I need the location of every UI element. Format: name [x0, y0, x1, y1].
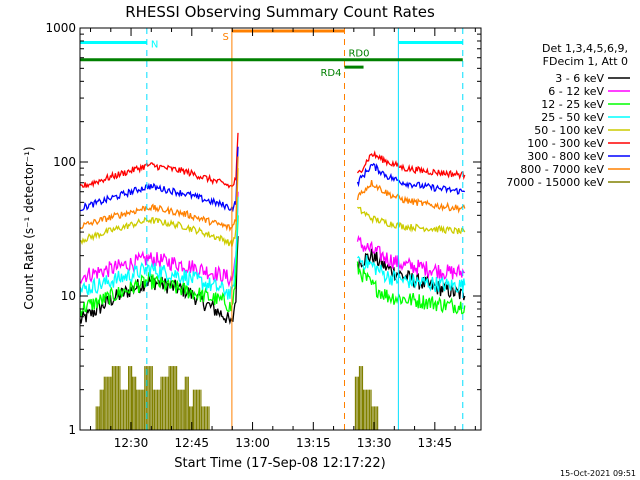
series-6-12-kev: [79, 191, 465, 288]
y-tick-label: 100: [53, 155, 76, 169]
x-tick-label: 13:45: [418, 436, 453, 450]
series-line-segment-1: [80, 168, 239, 247]
x-tick-label: 13:00: [235, 436, 270, 450]
series-7000-15000-kev: [95, 366, 379, 430]
legend-label-6-12-kev: 6 - 12 keV: [548, 85, 604, 98]
footer-timestamp: 15-Oct-2021 09:51: [560, 469, 636, 478]
series-800-7000-kev: [79, 156, 466, 232]
annotation-label-rd0: RD0: [348, 49, 369, 60]
legend-label-12-25-kev: 12 - 25 keV: [541, 98, 604, 111]
plot-area: [79, 132, 466, 430]
series-line-segment-1: [79, 156, 239, 232]
series-line-segment-2: [357, 255, 466, 293]
x-tick-label: 13:15: [296, 436, 331, 450]
x-tick-label: 12:30: [114, 436, 149, 450]
series-line-segment-1: [79, 132, 239, 189]
annotation-label-n: N: [151, 39, 158, 50]
legend-label-300-800-kev: 300 - 800 keV: [527, 150, 604, 163]
legend-label-3-6-kev: 3 - 6 keV: [555, 72, 604, 85]
annotation-layer: N S RD0 RD4: [79, 28, 464, 430]
y-tick-label: 10: [61, 289, 76, 303]
series-line-segment-2: [356, 261, 466, 315]
legend-label-7000-15000-kev: 7000 - 15000 keV: [506, 176, 604, 189]
chart-title: RHESSI Observing Summary Count Rates: [125, 3, 435, 21]
x-axis-label: Start Time (17-Sep-08 12:17:22): [174, 456, 385, 471]
series-line-segment-1: [79, 146, 239, 213]
legend-label-800-7000-kev: 800 - 7000 keV: [520, 163, 604, 176]
series-line-segment-2: [356, 162, 466, 195]
y-axis-label: Count Rate (s⁻¹ detector⁻¹): [22, 146, 36, 309]
series-100-300-kev: [79, 132, 466, 189]
series-line-segment-2: [356, 179, 466, 214]
series-line-segment-2: [357, 206, 466, 235]
x-tick-label: 13:30: [357, 436, 392, 450]
annotation-label-s: S: [223, 32, 229, 43]
legend-header-line-1: Det 1,3,4,5,6,9,: [542, 42, 628, 55]
y-tick-label: 1000: [45, 21, 76, 35]
legend-label-100-300-kev: 100 - 300 keV: [527, 137, 604, 150]
series-50-100-kev: [80, 168, 466, 247]
y-tick-label: 1: [68, 423, 76, 437]
legend-label-25-50-kev: 25 - 50 keV: [541, 111, 604, 124]
series-12-25-kev: [79, 215, 466, 317]
series-line-segment-1: [79, 215, 239, 317]
series-300-800-kev: [79, 146, 466, 213]
legend: Det 1,3,4,5,6,9,FDecim 1, Att 0 3 - 6 keV…: [506, 42, 630, 189]
series-line-segment-1: [79, 191, 239, 288]
series-line-segment-1: [79, 196, 239, 300]
legend-label-50-100-kev: 50 - 100 keV: [534, 124, 604, 137]
series-25-50-kev: [79, 196, 466, 300]
axes: 1 10 100 1000 12:30 12:45 13:00 13:15 13:30 13:45: [45, 21, 482, 450]
legend-header-line-2: FDecim 1, Att 0: [543, 55, 628, 68]
series-line-segment-2: [356, 234, 465, 280]
plot-frame: [79, 27, 482, 431]
annotation-label-rd4: RD4: [320, 68, 341, 79]
x-tick-label: 12:45: [174, 436, 209, 450]
series-line-segment-2: [356, 150, 466, 181]
